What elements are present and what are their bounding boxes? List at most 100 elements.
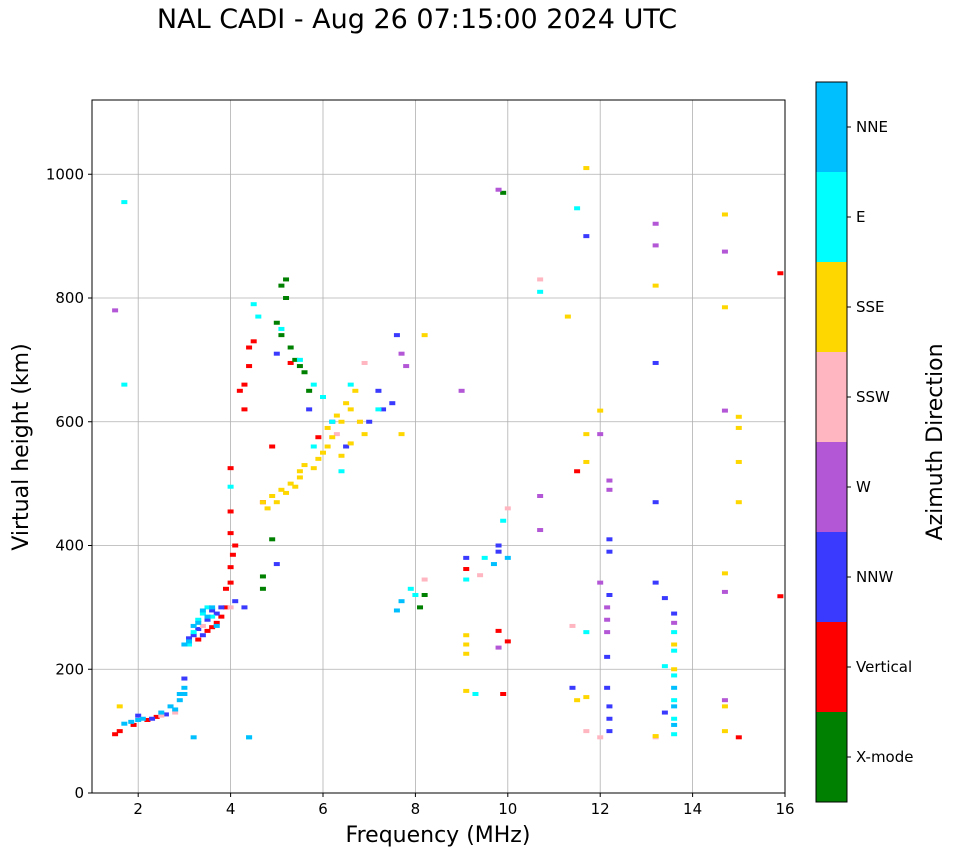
data-point: [195, 617, 202, 622]
data-point: [564, 314, 571, 319]
series-e: [121, 200, 678, 740]
series-nne: [121, 555, 678, 740]
data-point: [463, 642, 470, 647]
data-point: [347, 382, 354, 387]
data-point: [246, 364, 253, 369]
colorbar-tick-label: E: [856, 208, 865, 226]
colorbar-swatch: [816, 172, 847, 262]
data-point: [661, 710, 668, 715]
data-point: [606, 729, 613, 734]
data-point: [259, 574, 266, 579]
data-point: [186, 642, 193, 647]
data-point: [273, 500, 280, 505]
data-point: [652, 243, 659, 248]
data-point: [490, 562, 497, 567]
data-point: [504, 555, 511, 560]
data-point: [190, 630, 197, 635]
data-point: [500, 692, 507, 696]
data-point: [574, 698, 581, 703]
data-point: [403, 364, 410, 369]
data-point: [477, 573, 484, 578]
data-point: [250, 339, 257, 344]
data-point: [241, 382, 248, 387]
data-point: [269, 444, 276, 449]
data-point: [227, 509, 234, 514]
data-point: [199, 623, 206, 628]
data-point: [167, 704, 174, 709]
data-point: [222, 586, 229, 591]
data-point: [195, 637, 202, 642]
data-point: [121, 200, 128, 205]
data-point: [283, 296, 290, 300]
data-point: [652, 734, 659, 739]
data-point: [375, 407, 382, 412]
data-point: [661, 596, 668, 601]
data-point: [375, 388, 382, 393]
data-point: [463, 688, 470, 693]
data-point: [264, 506, 271, 511]
x-tick-label: 4: [226, 800, 236, 818]
data-point: [181, 676, 188, 681]
data-point: [232, 543, 239, 548]
data-point: [671, 732, 678, 737]
data-point: [139, 716, 146, 721]
data-point: [199, 633, 206, 638]
y-tick-label: 400: [55, 537, 84, 555]
colorbar-label: Azimuth Direction: [923, 343, 948, 540]
plot-frame: [91, 99, 786, 794]
data-point: [315, 456, 322, 461]
data-point: [343, 444, 350, 449]
data-point: [777, 594, 784, 599]
colorbar-swatch: [816, 712, 847, 802]
data-point: [343, 401, 350, 406]
data-point: [583, 729, 590, 734]
data-point: [320, 395, 326, 399]
colorbar-tick-label: SSW: [856, 388, 890, 406]
data-point: [112, 308, 119, 313]
data-point: [472, 692, 479, 696]
data-point: [333, 413, 340, 418]
data-point: [777, 271, 784, 276]
data-point: [481, 555, 488, 560]
data-point: [458, 388, 465, 393]
data-point: [338, 469, 345, 474]
data-point: [199, 611, 206, 616]
data-point: [218, 605, 225, 610]
data-point: [283, 490, 290, 495]
data-point: [574, 206, 581, 211]
data-point: [269, 494, 276, 498]
data-point: [213, 623, 220, 628]
data-point: [606, 593, 613, 597]
data-point: [583, 432, 590, 437]
data-point: [209, 614, 216, 619]
colorbar-swatch: [816, 352, 847, 442]
data-point: [721, 571, 728, 576]
data-point: [283, 277, 290, 282]
data-point: [204, 628, 211, 633]
data-point: [735, 459, 742, 464]
data-point: [421, 593, 428, 597]
data-point: [671, 685, 678, 690]
data-point: [671, 620, 678, 625]
x-tick-label: 12: [591, 800, 610, 818]
data-point: [324, 444, 331, 449]
data-point: [398, 351, 405, 356]
data-point: [398, 432, 405, 437]
colorbar-tick-label: SSE: [856, 298, 885, 316]
data-point: [583, 234, 590, 239]
chart-title: NAL CADI - Aug 26 07:15:00 2024 UTC: [156, 4, 678, 35]
data-point: [671, 698, 678, 703]
data-point: [338, 419, 345, 424]
x-tick-label: 10: [498, 800, 517, 818]
data-point: [671, 716, 678, 721]
data-point: [671, 611, 678, 616]
data-point: [241, 605, 248, 610]
data-point: [735, 735, 742, 740]
data-point: [606, 716, 613, 721]
data-point: [597, 432, 604, 437]
data-point: [181, 692, 188, 696]
data-point: [241, 407, 248, 412]
data-point: [661, 664, 668, 669]
colorbar-swatch: [816, 82, 847, 172]
data-point: [604, 654, 611, 659]
